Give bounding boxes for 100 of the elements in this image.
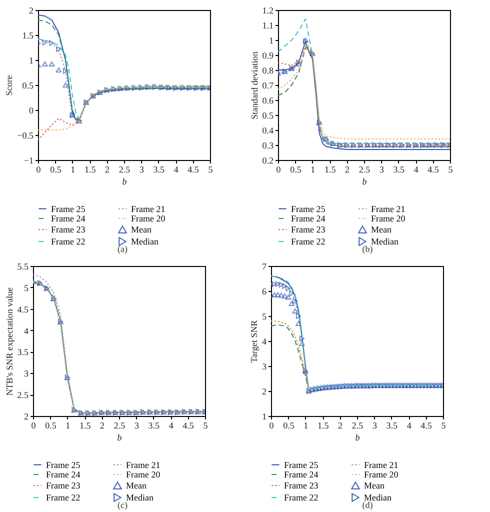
y-tick-label: 0.5 xyxy=(22,80,34,90)
y-tick-label: 1 xyxy=(262,412,266,422)
x-tick-label: 5 xyxy=(448,164,454,174)
point xyxy=(292,298,298,304)
text: (b) xyxy=(362,244,373,254)
legend-label: Frame 25 xyxy=(291,204,326,214)
legend-label: Median xyxy=(131,236,159,246)
legend-label: Frame 21 xyxy=(126,460,160,470)
x-tick-label: 3.5 xyxy=(148,420,160,430)
x-tick-label: 1.5 xyxy=(79,420,92,430)
x-tick-label: 4.5 xyxy=(420,420,432,430)
y-tick-label: 5.5 xyxy=(17,262,29,272)
legend-label: Frame 22 xyxy=(284,492,318,502)
legend-label: Median xyxy=(126,492,154,502)
legend-label: Frame 25 xyxy=(51,204,86,214)
x-tick-label: 4.5 xyxy=(182,420,194,430)
y-tick-label: 7 xyxy=(262,262,267,272)
x-tick-label: 3 xyxy=(379,164,384,174)
x-axis-title: b xyxy=(355,432,360,442)
x-tick-label: 4 xyxy=(174,164,179,174)
x-tick-label: 1 xyxy=(70,164,76,174)
y-tick-label: 5 xyxy=(262,312,267,322)
y-axis-title: Target SNR xyxy=(249,320,259,363)
y-tick-label: 1.2 xyxy=(262,6,274,16)
legend-label: Median xyxy=(364,492,392,502)
y-tick-label: 0.3 xyxy=(262,140,274,150)
point xyxy=(275,292,281,298)
x-tick-label: 5 xyxy=(441,420,446,430)
y-tick-label: 0.7 xyxy=(262,80,274,90)
x-tick-label: 0.5 xyxy=(50,164,62,174)
point xyxy=(62,68,68,74)
x-tick-label: 1.5 xyxy=(317,420,330,430)
legend-label: Frame 22 xyxy=(291,236,326,246)
legend-label: Median xyxy=(371,236,399,246)
legend-label: Frame 23 xyxy=(46,480,81,490)
x-tick-label: 1.5 xyxy=(324,164,336,174)
x-tick-label: 2 xyxy=(345,164,350,174)
x-tick-label: 3 xyxy=(139,164,144,174)
legend-label: Mean xyxy=(126,480,147,490)
point xyxy=(56,46,62,52)
y-tick-label: −1 xyxy=(24,156,34,166)
y-tick-label: 2 xyxy=(24,412,28,422)
x-tick-label: 4.5 xyxy=(428,164,440,174)
x-tick-label: 3.5 xyxy=(393,164,406,174)
y-tick-label: 3.5 xyxy=(17,347,29,358)
point xyxy=(286,286,291,292)
x-tick-label: 2.5 xyxy=(118,164,131,174)
legend-label: Frame 20 xyxy=(371,214,406,224)
y-tick-label: 1.5 xyxy=(22,30,34,40)
legend-label: Frame 23 xyxy=(291,224,326,234)
x-axis-title: b xyxy=(362,176,368,186)
y-tick-label: 1 xyxy=(269,36,274,46)
y-tick-label: 0.5 xyxy=(262,110,274,120)
legend-label: Mean xyxy=(364,480,385,490)
legend-label: Frame 20 xyxy=(131,214,166,224)
y-tick-label: 0.2 xyxy=(262,156,274,166)
point xyxy=(275,281,280,287)
y-tick-label: 0.8 xyxy=(262,66,274,76)
x-tick-label: 4 xyxy=(406,420,412,430)
point xyxy=(42,61,48,67)
x-axis-title: b xyxy=(122,176,128,186)
point xyxy=(285,294,292,300)
legend-label: Frame 21 xyxy=(131,204,166,214)
x-tick-label: 1.5 xyxy=(84,164,96,174)
point xyxy=(289,290,294,296)
y-tick-label: 4.5 xyxy=(17,304,29,314)
y-tick-label: 0.4 xyxy=(262,126,274,136)
point xyxy=(272,281,277,288)
legend-label: Frame 24 xyxy=(291,214,326,224)
y-tick-label: 6 xyxy=(262,286,267,296)
point xyxy=(299,336,304,342)
point xyxy=(49,40,54,46)
x-tick-label: 0.5 xyxy=(283,420,295,430)
legend-label: Frame 22 xyxy=(46,492,80,502)
legend-label: Frame 24 xyxy=(46,470,81,480)
text: (a) xyxy=(118,244,128,254)
y-axis-title: Score xyxy=(4,75,14,96)
y-tick-label: 4 xyxy=(24,326,29,336)
x-tick-label: 5 xyxy=(208,164,214,174)
point xyxy=(278,282,284,288)
legend-label: Frame 20 xyxy=(126,470,161,480)
y-tick-label: 0.9 xyxy=(262,50,274,60)
x-tick-label: 2 xyxy=(338,420,343,430)
point xyxy=(292,308,298,314)
x-tick-label: 2.5 xyxy=(352,420,364,430)
x-tick-label: 0.5 xyxy=(45,420,57,430)
x-tick-label: 3.5 xyxy=(153,164,166,174)
y-tick-label: 2 xyxy=(262,386,266,396)
x-tick-label: 0 xyxy=(276,164,282,174)
point xyxy=(62,82,68,88)
legend-label: Frame 24 xyxy=(51,214,86,224)
y-tick-label: 4 xyxy=(262,336,267,346)
x-tick-label: 1 xyxy=(304,420,308,430)
legend-label: Frame 23 xyxy=(284,480,319,490)
legend-label: Frame 22 xyxy=(51,236,86,246)
y-tick-label: 2 xyxy=(29,6,34,16)
point xyxy=(48,61,55,67)
point xyxy=(282,293,288,299)
point xyxy=(288,300,294,306)
x-tick-label: 0 xyxy=(36,164,42,174)
